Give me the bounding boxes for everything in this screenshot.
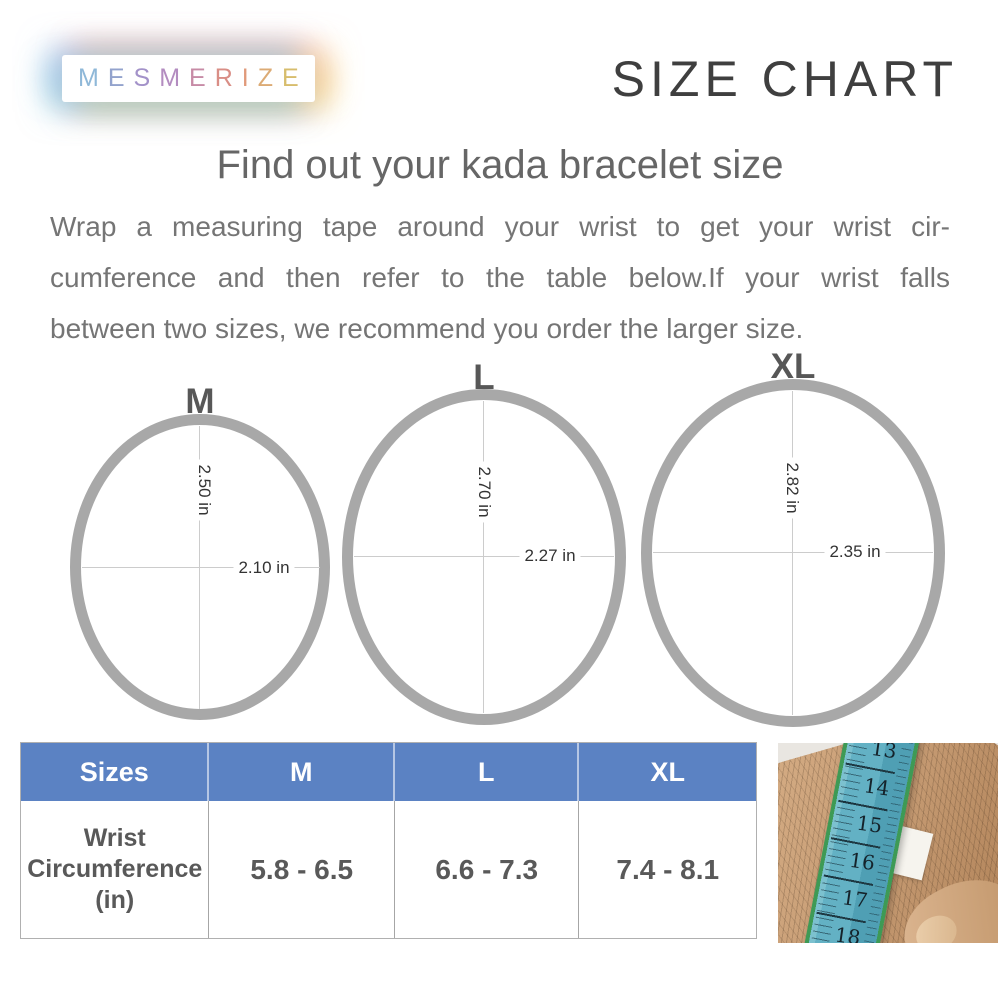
size-table-header-xl: XL [650,756,685,787]
ring-label-l: L [473,358,495,397]
brand-letter: M [78,64,99,92]
brand-letter: M [159,64,181,92]
ring-xl-height-measure: 2.82 in [781,457,803,519]
brand-letter: R [214,64,233,92]
brand-letter: S [133,64,151,92]
ring-l-vertical-axis [483,401,484,713]
intro-line: cumference and then refer to the table b… [50,262,950,293]
size-table: Sizes M L XL Wrist Circumference (in) 5.… [20,742,757,939]
size-table-header-l: L [395,743,580,801]
ring-l-height-measure: 2.70 in [473,461,495,523]
ring-l-horizontal-axis [354,556,614,557]
size-table-value-m: 5.8 - 6.5 [209,801,395,938]
brand-letter: E [282,64,299,92]
ring-m-horizontal-axis [82,567,320,568]
intro-heading: Find out your kada bracelet size [216,143,784,187]
ring-m [70,414,330,720]
tape-number: 18 [833,922,863,943]
ring-xl-horizontal-axis [653,552,933,553]
ring-m-height-measure: 2.50 in [193,459,215,521]
size-table-header-m: M [209,743,395,801]
ring-xl [641,379,945,727]
ring-l-width-measure: 2.27 in [519,545,581,567]
wrist-measuring-photo: 13 14 15 16 17 18 [778,743,998,943]
ring-l [342,389,626,725]
intro-paragraph: Wrap a measuring tape around your wrist … [50,201,950,354]
intro-line: Wrap a measuring tape around your wrist … [50,211,950,242]
intro-line: between two sizes, we recommend you orde… [50,313,804,344]
size-table-body-row: Wrist Circumference (in) 5.8 - 6.5 6.6 -… [21,801,756,938]
size-table-row-label: Wrist Circumference (in) [21,801,210,938]
brand-letter: E [107,64,125,92]
brand-letter: Z [257,64,274,92]
ring-m-width-measure: 2.10 in [233,557,295,579]
size-table-value-l: 6.6 - 7.3 [395,801,580,938]
page-title: SIZE CHART [611,51,958,107]
tape-number: 15 [855,810,884,838]
brand-letter: I [241,64,249,92]
thumbnail-shape [909,908,963,943]
tape-number: 13 [869,743,899,764]
tape-number: 14 [862,773,892,801]
tape-number: 17 [840,885,870,913]
ring-xl-width-measure: 2.35 in [824,541,886,563]
ring-xl-vertical-axis [792,391,793,715]
size-table-value-xl: 7.4 - 8.1 [616,853,720,885]
size-table-header-sizes: Sizes [21,743,210,801]
size-table-header-row: Sizes M L XL [21,743,756,801]
brand-letter: E [189,64,206,92]
tape-number: 16 [847,847,877,876]
